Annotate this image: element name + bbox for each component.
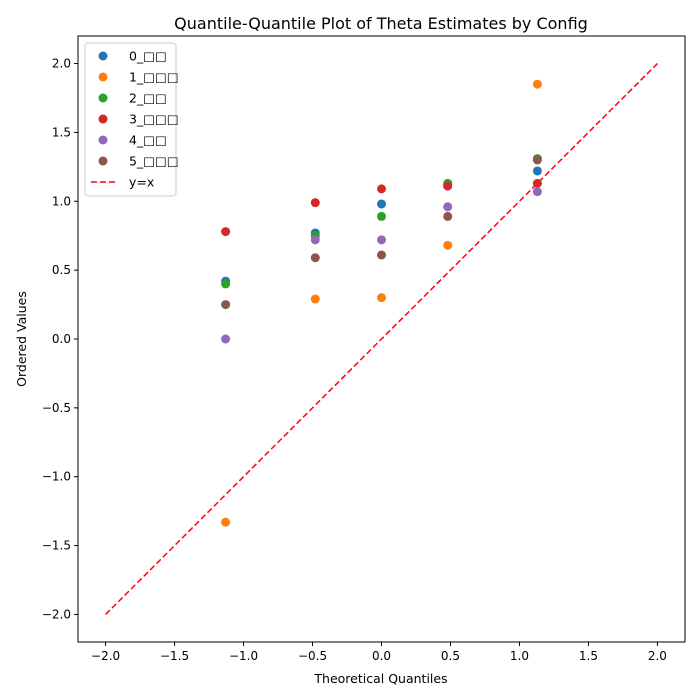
y-tick-label: −1.5 [42,539,71,553]
x-tick-label: −1.5 [160,649,189,663]
legend-label: 2_□□ [129,91,167,106]
series-4-point [377,235,386,245]
series-5-point [221,300,231,310]
series-2-point [221,279,231,289]
legend-marker [98,114,108,124]
y-tick-label: 2.0 [52,57,71,71]
y-tick-label: −2.0 [42,607,71,621]
legend-label: 5_□□□ [129,154,179,169]
series-1-point [443,240,453,250]
series-4-point [532,187,542,197]
series-5-point [310,253,320,263]
series-1-point [377,293,386,303]
series-3-point [221,227,231,237]
y-axis-label: Ordered Values [14,291,29,387]
y-tick-label: 0.5 [52,263,71,277]
series-1-point [221,517,231,527]
series-4-point [443,202,453,212]
legend-label: y=x [129,175,154,190]
x-axis: −2.0 −1.5 −1.0 −0.5 0.0 0.5 1.0 1.5 2.0 [91,642,667,663]
series-5-point [377,250,386,260]
series-5-point [443,211,453,221]
legend-marker [98,156,108,166]
x-tick-label: 1.5 [579,649,598,663]
x-tick-label: 2.0 [648,649,667,663]
series-3-point [532,178,542,188]
series-1-point [310,294,320,304]
reference-line-layer [105,63,658,615]
reference-line-y-equals-x [105,63,658,615]
legend-label: 0_□□ [129,49,167,64]
series-3-point [377,184,386,194]
series-3-point [443,181,453,191]
legend-marker [98,135,108,145]
x-tick-label: −2.0 [91,649,120,663]
series-5-point [532,155,542,165]
series-3-point [310,198,320,208]
x-tick-label: 0.0 [372,649,391,663]
legend-marker [98,93,108,103]
chart-title: Quantile-Quantile Plot of Theta Estimate… [174,14,588,33]
data-points-layer [221,79,542,527]
legend-label: 4_□□ [129,133,167,148]
series-4-point [310,235,320,245]
x-axis-label: Theoretical Quantiles [313,671,447,686]
legend-label: 3_□□□ [129,112,179,127]
y-tick-label: −1.0 [42,470,71,484]
y-tick-label: −0.5 [42,401,71,415]
legend-marker [98,72,108,82]
series-1-point [532,79,542,89]
legend-box [84,42,177,197]
legend-label: 1_□□□ [129,70,179,85]
y-tick-label: 1.0 [52,194,71,208]
legend: 0_□□ 1_□□□ 2_□□ 3_□□□ 4_□□ 5_□□□ y=x [84,42,179,197]
series-0-point [532,166,542,176]
series-4-point [221,334,231,344]
x-tick-label: −1.0 [229,649,258,663]
series-2-point [377,211,386,221]
x-tick-label: −0.5 [298,649,327,663]
legend-marker [98,51,108,61]
x-tick-label: 1.0 [510,649,529,663]
y-axis: −2.0 −1.5 −1.0 −0.5 0.0 0.5 1.0 1.5 2.0 [42,57,78,621]
series-0-point [377,199,386,209]
y-tick-label: 0.0 [52,332,71,346]
x-tick-label: 0.5 [441,649,460,663]
y-tick-label: 1.5 [52,125,71,139]
